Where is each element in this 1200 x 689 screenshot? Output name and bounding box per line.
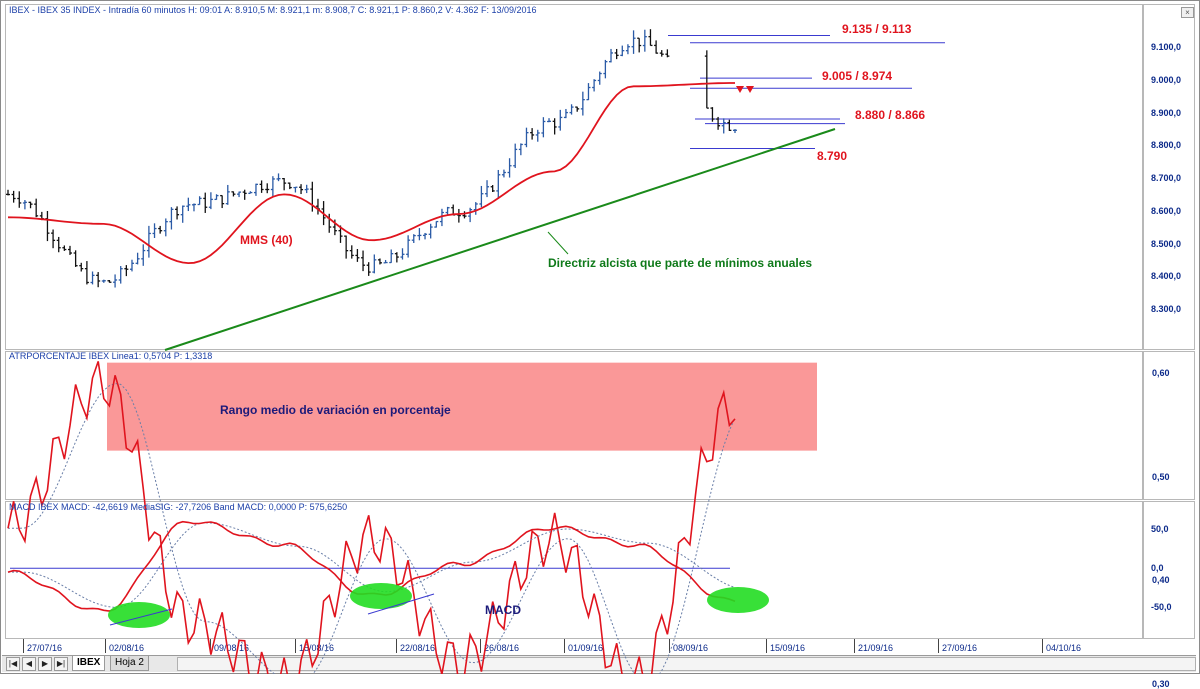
next-sheet-button[interactable]: ▶: [38, 657, 52, 671]
first-sheet-button[interactable]: |◀: [6, 657, 20, 671]
y-tick-label: -50,0: [1151, 602, 1172, 613]
y-tick-label: 9.100,0: [1151, 42, 1182, 52]
x-tick-label: 22/08/16: [400, 643, 436, 653]
atr-pane-header: ATRPORCENTAJE IBEX Linea1: 0,5704 P: 1,3…: [9, 351, 213, 361]
x-tick-label: 15/08/16: [299, 643, 335, 653]
horizontal-scrollbar[interactable]: [177, 657, 1196, 671]
y-tick-label: 8.500,0: [1151, 238, 1182, 249]
y-tick-label: 0,30: [1152, 678, 1170, 689]
x-tick-mark: [105, 639, 106, 653]
y-tick-label: 0,60: [1152, 368, 1170, 378]
x-tick-label: 08/09/16: [673, 643, 709, 653]
x-tick-label: 15/09/16: [770, 643, 806, 653]
y-tick-label: 0,40: [1152, 575, 1170, 585]
x-tick-mark: [669, 639, 670, 653]
resistance-label-2: 9.005 / 8.974: [822, 69, 893, 83]
x-tick-mark: [295, 639, 296, 653]
macd-pane-header: MACD IBEX MACD: -42,6619 MediaSIG: -27,7…: [9, 502, 348, 512]
y-tick-label: 0,50: [1152, 471, 1170, 482]
macd-pane[interactable]: [5, 501, 1143, 639]
x-tick-mark: [210, 639, 211, 653]
price-axis[interactable]: [1143, 4, 1195, 350]
resistance-label-3: 8.880 / 8.866: [855, 108, 926, 122]
y-tick-label: 50,0: [1151, 524, 1169, 534]
x-tick-mark: [938, 639, 939, 653]
tab-ibex[interactable]: IBEX: [72, 656, 106, 671]
x-tick-mark: [480, 639, 481, 653]
sheet-tab-bar: |◀ ◀ ▶ ▶| IBEX Hoja 2: [2, 655, 1196, 672]
x-tick-label: 27/07/16: [27, 643, 63, 653]
x-tick-mark: [23, 639, 24, 653]
y-tick-label: 8.300,0: [1151, 304, 1182, 314]
x-tick-label: 27/09/16: [942, 643, 978, 653]
y-tick-label: 0,0: [1151, 563, 1164, 574]
y-tick-label: 8.400,0: [1151, 271, 1182, 282]
x-tick-label: 04/10/16: [1046, 643, 1082, 653]
trendline-label: Directriz alcista que parte de mínimos a…: [548, 256, 813, 270]
y-tick-label: 8.700,0: [1151, 173, 1182, 183]
price-pane[interactable]: [5, 4, 1143, 350]
x-tick-mark: [766, 639, 767, 653]
x-tick-mark: [1042, 639, 1043, 653]
atr-pane[interactable]: [5, 351, 1143, 500]
support-label: 8.790: [817, 149, 848, 163]
macd-label: MACD: [485, 603, 521, 617]
x-tick-label: 26/08/16: [484, 643, 520, 653]
x-tick-mark: [564, 639, 565, 653]
prev-sheet-button[interactable]: ◀: [22, 657, 36, 671]
last-sheet-button[interactable]: ▶|: [54, 657, 68, 671]
resistance-label-1: 9.135 / 9.113: [842, 22, 912, 36]
x-tick-label: 02/08/16: [109, 643, 145, 653]
x-tick-mark: [396, 639, 397, 653]
mms-label: MMS (40): [240, 233, 293, 247]
y-tick-label: 8.800,0: [1151, 140, 1182, 151]
macd-axis[interactable]: [1143, 501, 1195, 639]
atr-axis[interactable]: [1143, 351, 1195, 500]
y-tick-label: 8.900,0: [1151, 107, 1182, 118]
tab-hoja-2[interactable]: Hoja 2: [110, 656, 149, 671]
x-tick-label: 09/08/16: [214, 643, 250, 653]
x-tick-label: 21/09/16: [858, 643, 894, 653]
y-tick-label: 8.600,0: [1151, 205, 1182, 216]
x-tick-label: 01/09/16: [568, 643, 604, 653]
y-tick-label: 9.000,0: [1151, 74, 1182, 85]
atr-label: Rango medio de variación en porcentaje: [220, 403, 451, 417]
x-tick-mark: [854, 639, 855, 653]
close-icon[interactable]: ×: [1181, 7, 1194, 18]
price-pane-header: IBEX - IBEX 35 INDEX - Intradía 60 minut…: [9, 5, 537, 15]
